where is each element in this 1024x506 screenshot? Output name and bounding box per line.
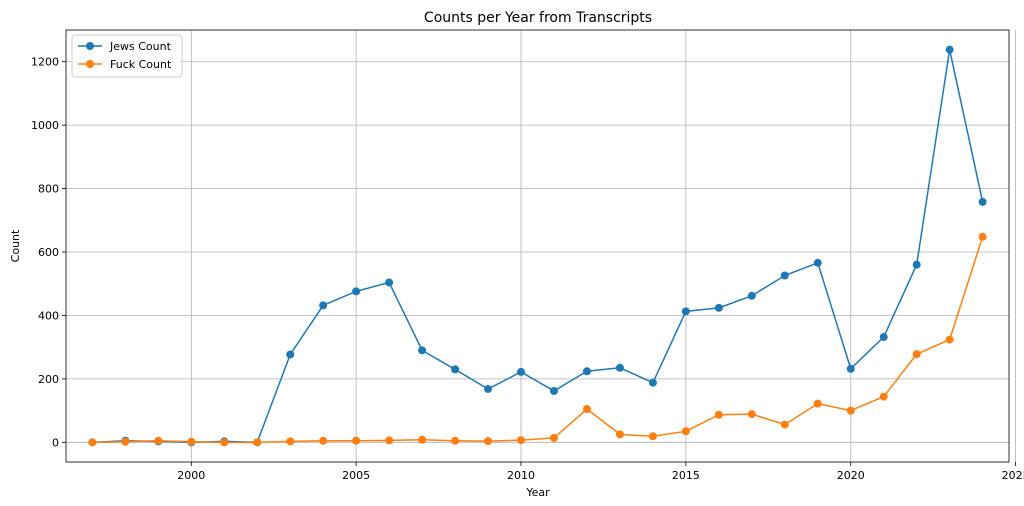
data-point	[484, 385, 493, 394]
data-point	[418, 346, 427, 355]
data-point	[286, 437, 295, 446]
legend-item: Fuck Count	[78, 58, 172, 71]
data-point	[912, 350, 921, 359]
axis-ticks: 2000 2005 2010 2015 2020 2025 0 200 400 600 800 100…	[31, 56, 1024, 482]
x-tick-label: 2015	[672, 469, 700, 482]
y-tick-label: 800	[38, 183, 59, 196]
data-point	[945, 45, 954, 54]
data-point	[945, 335, 954, 344]
data-point	[681, 307, 690, 316]
data-point	[648, 432, 657, 441]
data-point	[912, 260, 921, 269]
series-line	[92, 236, 984, 444]
y-tick-label: 1000	[31, 119, 59, 132]
data-point	[121, 437, 130, 446]
data-point	[517, 436, 526, 445]
data-point	[187, 437, 196, 446]
data-point	[582, 367, 591, 376]
legend-marker	[86, 60, 94, 68]
data-point	[747, 410, 756, 419]
data-point	[846, 364, 855, 373]
data-point	[681, 427, 690, 436]
data-point	[879, 333, 888, 342]
data-point	[154, 436, 163, 445]
x-tick-label: 2000	[177, 469, 205, 482]
data-point	[253, 438, 262, 447]
data-point	[747, 291, 756, 300]
data-point	[879, 392, 888, 401]
legend-label: Jews Count	[109, 40, 172, 53]
x-tick-label: 2020	[837, 469, 865, 482]
data-point	[88, 438, 97, 447]
data-point	[813, 258, 822, 267]
data-point	[220, 438, 229, 447]
x-tick-label: 2025	[1002, 469, 1024, 482]
y-tick-label: 200	[38, 373, 59, 386]
data-point	[451, 436, 460, 445]
grid-lines	[66, 30, 1016, 462]
data-point	[418, 435, 427, 444]
legend: Jews Count Fuck Count	[71, 34, 183, 78]
data-point	[484, 437, 493, 446]
plot-area	[65, 29, 1010, 463]
y-tick-label: 400	[38, 309, 59, 322]
x-axis-label: Year	[525, 486, 550, 499]
y-tick-label: 1200	[31, 56, 59, 69]
data-point	[549, 386, 558, 395]
data-point	[517, 367, 526, 376]
chart-title: Counts per Year from Transcripts	[424, 10, 652, 26]
data-point	[714, 303, 723, 312]
x-tick-label: 2010	[507, 469, 535, 482]
y-axis-label: Count	[9, 229, 22, 262]
series-1	[88, 232, 987, 447]
data-point	[648, 378, 657, 387]
y-tick-label: 600	[38, 246, 59, 259]
data-point	[582, 405, 591, 414]
data-point	[780, 420, 789, 429]
data-point	[451, 365, 460, 374]
data-point	[385, 278, 394, 287]
data-point	[385, 436, 394, 445]
legend-item: Jews Count	[78, 40, 172, 53]
data-point	[615, 430, 624, 439]
series-group	[88, 45, 987, 447]
data-point	[352, 436, 361, 445]
data-point	[978, 197, 987, 206]
data-point	[319, 301, 328, 310]
legend-marker	[86, 42, 94, 50]
x-tick-label: 2005	[342, 469, 370, 482]
y-tick-label: 0	[52, 436, 59, 449]
data-point	[714, 410, 723, 419]
data-point	[286, 350, 295, 359]
legend-label: Fuck Count	[110, 58, 172, 71]
data-point	[352, 287, 361, 296]
data-point	[615, 363, 624, 372]
data-point	[780, 271, 789, 280]
data-point	[319, 436, 328, 445]
data-point	[813, 399, 822, 408]
data-point	[978, 232, 987, 241]
data-point	[549, 433, 558, 442]
data-point	[846, 406, 855, 415]
